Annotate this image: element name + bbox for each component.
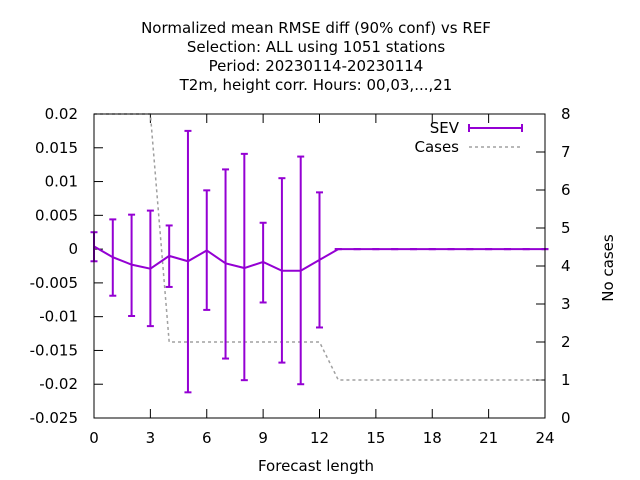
x-tick-label: 9 [258, 429, 268, 447]
chart-title: Normalized mean RMSE diff (90% conf) vs … [141, 19, 491, 94]
y2-tick-label: 2 [561, 333, 571, 351]
chart-legend: SEV Cases [414, 119, 523, 156]
y-tick-label: -0.025 [30, 409, 78, 427]
y2-axis-label: No cases [599, 234, 617, 302]
sev-errorbar [109, 218, 117, 297]
sev-errorbar [222, 168, 230, 360]
sev-errorbar [297, 155, 305, 386]
y2-tick-label: 6 [561, 181, 571, 199]
y2-tick-label: 3 [561, 295, 571, 313]
sev-errorbar [316, 191, 323, 329]
y2-tick-label: 4 [561, 257, 571, 275]
title-line-2: Selection: ALL using 1051 stations [187, 38, 446, 56]
y2-tick-label: 1 [561, 371, 571, 389]
y-tick-label: 0.015 [35, 139, 78, 157]
legend-label-cases: Cases [414, 138, 459, 156]
series-sev [90, 129, 549, 394]
y2-axis-ticks: 8 7 6 5 4 3 2 1 0 [536, 105, 571, 427]
title-line-4: T2m, height corr. Hours: 00,03,...,21 [179, 76, 453, 94]
y-tick-label: -0.01 [39, 308, 78, 326]
sev-errorbar [184, 129, 192, 394]
plot-frame [93, 113, 546, 419]
x-tick-label: 3 [146, 429, 156, 447]
y2-tick-label: 0 [561, 409, 571, 427]
x-tick-label: 21 [479, 429, 498, 447]
legend-label-sev: SEV [430, 119, 460, 137]
title-line-3: Period: 20230114-20230114 [209, 57, 424, 75]
y-tick-label: 0.01 [45, 173, 78, 191]
sev-errorbar [259, 221, 267, 304]
sev-errorbar [146, 209, 154, 328]
y2-tick-label: 5 [561, 219, 571, 237]
y-tick-label: 0.02 [45, 105, 78, 123]
x-tick-label: 12 [310, 429, 329, 447]
x-tick-label: 0 [89, 429, 99, 447]
y2-tick-label: 8 [561, 105, 571, 123]
sev-errorbar [128, 213, 136, 317]
x-tick-label: 24 [535, 429, 554, 447]
y-tick-label: 0.005 [35, 206, 78, 224]
y2-tick-label: 7 [561, 143, 571, 161]
x-tick-label: 18 [423, 429, 442, 447]
y-tick-label: 0 [68, 240, 78, 258]
sev-errorbar [240, 152, 248, 382]
y-tick-label: -0.02 [39, 375, 78, 393]
title-line-1: Normalized mean RMSE diff (90% conf) vs … [141, 19, 491, 37]
y-tick-label: -0.005 [30, 274, 78, 292]
x-tick-label: 15 [366, 429, 385, 447]
sev-errorbar [203, 189, 211, 311]
sev-errorbar [165, 224, 173, 288]
x-tick-label: 6 [202, 429, 212, 447]
x-axis-ticks: 0 3 6 9 12 15 18 21 24 [89, 114, 555, 447]
x-axis-label: Forecast length [258, 457, 374, 475]
legend-sample-sev [468, 124, 523, 132]
y-tick-label: -0.015 [30, 341, 78, 359]
sev-errorbar [278, 177, 286, 364]
y-axis-ticks: 0.02 0.015 0.01 0.005 0 -0.005 -0.01 -0.015 -0.0… [30, 105, 103, 427]
